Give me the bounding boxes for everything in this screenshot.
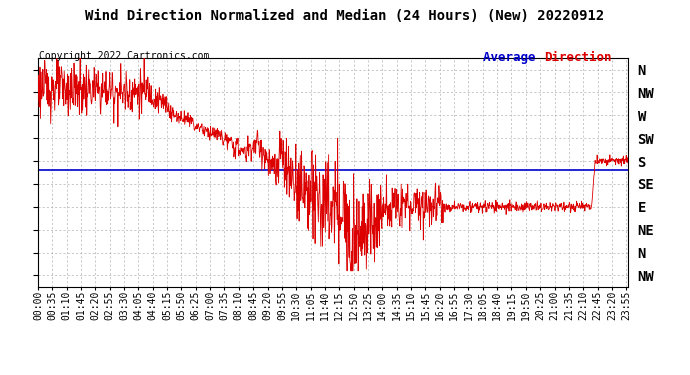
Text: Wind Direction Normalized and Median (24 Hours) (New) 20220912: Wind Direction Normalized and Median (24…: [86, 9, 604, 23]
Text: Direction: Direction: [544, 51, 612, 64]
Text: Copyright 2022 Cartronics.com: Copyright 2022 Cartronics.com: [39, 51, 210, 61]
Text: Average: Average: [483, 51, 543, 64]
